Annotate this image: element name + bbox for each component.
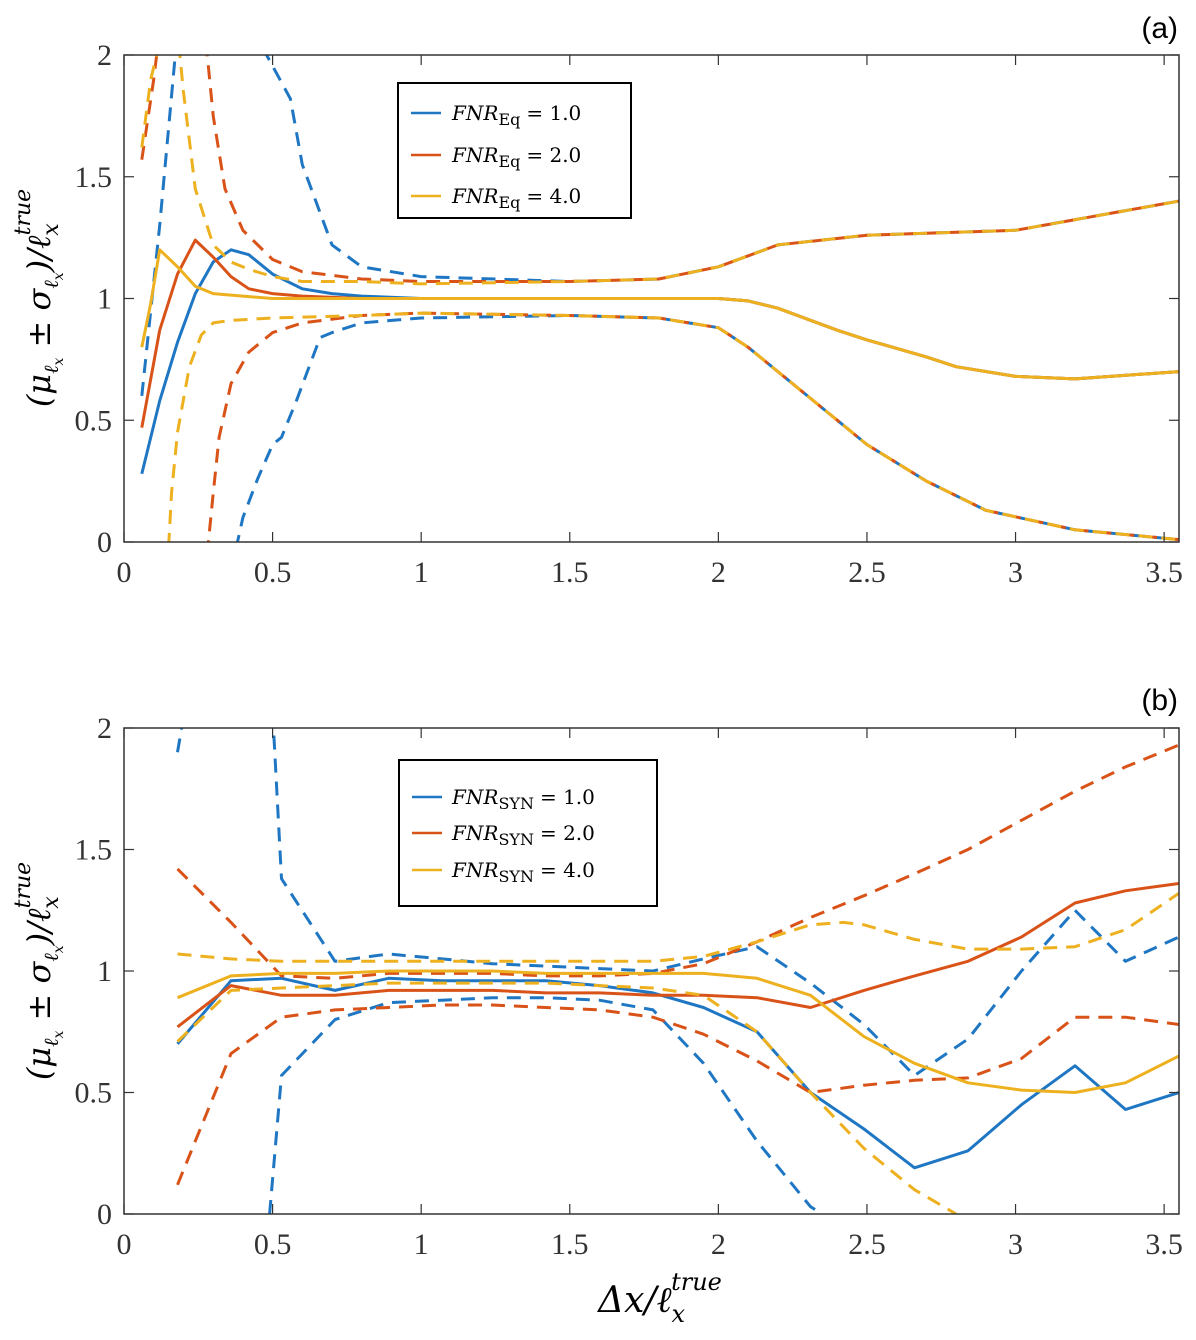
panel-b-ytick-label: 0.5: [75, 1077, 113, 1110]
panel-b-xtick-label: 3: [1008, 1228, 1023, 1261]
panel-a-xtick-label: 2.5: [848, 556, 886, 589]
panel-a-series-line-7: [140, 55, 1179, 286]
panel-b-ytick-label: 2: [97, 712, 112, 745]
panel-a-series-line-2: [235, 314, 1179, 542]
panel-a-xtick-label: 3.5: [1145, 556, 1183, 589]
panel-b-ytick-label: 1: [97, 955, 112, 988]
panel-b-series-group: [176, 728, 1179, 1214]
panel-b-xtick-label: 2.5: [848, 1228, 886, 1261]
panel-a-series-line-4: [140, 55, 1179, 283]
panel-b-xtick-label: 3.5: [1145, 1228, 1183, 1261]
panel-a-plot: (a) 0 0.5 1 1.5 2 2.5 3 3.5 0 0.5 1 1.5 2 FNREq = 1.0…: [11, 12, 1183, 589]
panel-b-ticks: 0 0.5 1 1.5 2 2.5 3 3.5 0 0.5 1 1.5 2: [75, 712, 1183, 1261]
panel-a-ytick-label: 0: [97, 526, 112, 559]
panel-b-series-line-8: [176, 981, 957, 1214]
panel-a-xtick-label: 2: [711, 556, 726, 589]
panel-a-legend-item-3: FNREq = 4.0: [451, 184, 581, 212]
panel-a-series-line-6: [140, 248, 1179, 381]
panel-b-legend: FNRSYN = 1.0 FNRSYN = 2.0 FNRSYN = 4.0: [398, 759, 658, 907]
panel-a-xtick-label: 0: [117, 556, 132, 589]
panel-a-legend: FNREq = 1.0 FNREq = 2.0 FNREq = 4.0: [397, 82, 632, 219]
panel-a-xtick-label: 3: [1008, 556, 1023, 589]
panel-a-legend-item-2: FNREq = 2.0: [451, 143, 581, 171]
panel-b-xtick-label: 1: [414, 1228, 429, 1261]
panel-a-ylabel: (μℓx ± σℓx)/ℓxtrue: [11, 189, 67, 407]
panel-b-series-line-1: [176, 728, 1179, 1077]
panel-b-series-line-3: [176, 882, 1179, 1029]
panel-b-ytick-label: 0: [97, 1198, 112, 1231]
panel-b-legend-item-2: FNRSYN = 2.0: [451, 821, 595, 849]
panel-b-xtick-label: 0.5: [254, 1228, 292, 1261]
panel-b-ytick-label: 1.5: [75, 834, 113, 867]
panel-a-xtick-label: 1.5: [551, 556, 589, 589]
panel-a-ytick-label: 1: [97, 283, 112, 316]
panel-a-series-line-1: [140, 55, 1179, 397]
panel-a-ytick-label: 0.5: [75, 404, 113, 437]
x-axis-label: Δx/ℓxtrue: [596, 1268, 722, 1328]
panel-b-series-line-5: [176, 1003, 1179, 1186]
panel-a-ytick-label: 2: [97, 39, 112, 72]
panel-b-series-line-2: [268, 996, 824, 1214]
panel-b-xtick-label: 0: [117, 1228, 132, 1261]
panel-b-series-line-7: [177, 891, 1179, 963]
panel-a-ticks: 0 0.5 1 1.5 2 2.5 3 3.5 0 0.5 1 1.5 2: [75, 39, 1183, 589]
panel-b-plot: (b) 0 0.5 1 1.5 2 2.5 3 3.5 0 0.5 1 1.5 2 FNRSYN = 1.…: [11, 684, 1183, 1261]
panel-b-legend-item-1: FNRSYN = 1.0: [451, 785, 595, 813]
panel-a-xtick-label: 0.5: [254, 556, 292, 589]
panel-a-series-line-0: [140, 248, 1179, 475]
panel-b-series-line-0: [176, 976, 1179, 1170]
panel-a-series-line-5: [206, 311, 1179, 542]
panel-a-legend-item-1: FNREq = 1.0: [451, 101, 581, 129]
panel-b-series-line-6: [176, 969, 1179, 1094]
panel-b-xtick-label: 2: [711, 1228, 726, 1261]
panel-b-xtick-label: 1.5: [551, 1228, 589, 1261]
panel-a-label: (a): [1141, 12, 1178, 45]
panel-b-label: (b): [1141, 684, 1178, 717]
panel-b-legend-item-3: FNRSYN = 4.0: [451, 858, 595, 886]
panel-b-ylabel: (μℓx ± σℓx)/ℓxtrue: [11, 862, 67, 1080]
panel-a-ytick-label: 1.5: [75, 161, 113, 194]
panel-b-series-line-4: [176, 743, 1179, 980]
panel-a-series-group: [140, 55, 1179, 542]
panel-a-xtick-label: 1: [414, 556, 429, 589]
panel-a-series-line-8: [167, 311, 1179, 542]
